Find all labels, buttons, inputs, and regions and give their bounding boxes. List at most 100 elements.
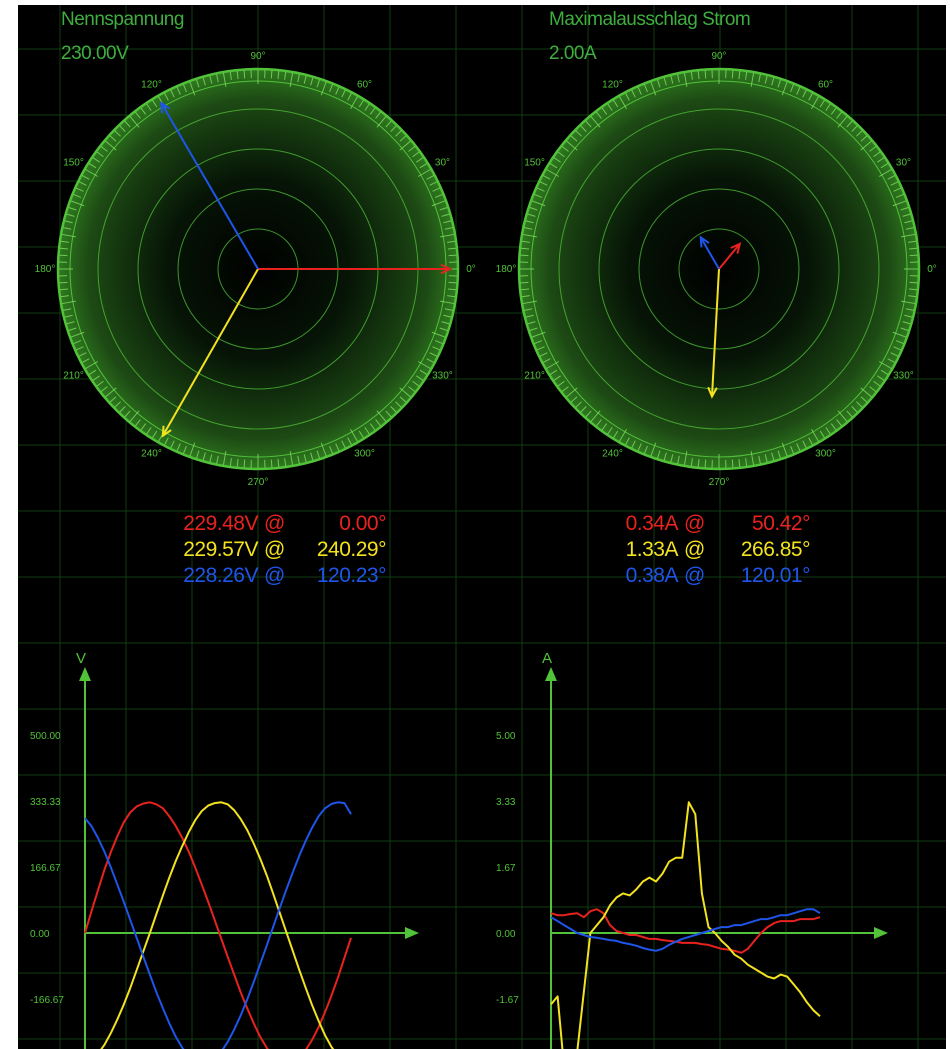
voltage-l1-angle: 0.00° <box>339 512 386 535</box>
dial-tick <box>135 111 141 119</box>
dial-tick <box>521 247 530 250</box>
y-axis-unit-label: V <box>76 650 86 667</box>
dial-tick <box>546 169 560 177</box>
dial-tick <box>537 187 545 192</box>
dial-tick <box>900 327 909 331</box>
dial-tick <box>82 175 90 180</box>
voltage-readout: 229.48V @ 0.00° 229.57V @ 240.29° 228.26… <box>138 511 418 589</box>
dial-tick <box>677 455 680 464</box>
dial-tick <box>229 71 232 80</box>
dial-tick <box>909 281 918 284</box>
dial-tick <box>522 233 537 238</box>
dial-tick <box>704 70 707 79</box>
dial-tick <box>643 84 648 93</box>
dial-tick <box>395 130 402 137</box>
dial-tick <box>64 314 73 318</box>
dial-tick <box>140 423 147 431</box>
current-readout-l2: 1.33A @ 266.85° <box>578 537 858 563</box>
dial-tick <box>802 440 807 449</box>
dial-angle-label: 210° <box>524 371 545 382</box>
dial-tick <box>643 445 648 454</box>
dial-tick <box>109 135 117 142</box>
dial-tick <box>152 99 158 108</box>
dial-tick <box>790 445 795 454</box>
dial-tick <box>416 157 424 163</box>
y-tick-label: 0.00 <box>30 929 50 940</box>
dial-angle-label: 270° <box>709 477 730 488</box>
dial-angle-label: 180° <box>35 264 56 275</box>
dial-tick <box>376 410 387 422</box>
phasor-voltage-title: Nennspannung <box>61 9 184 30</box>
dial-tick <box>637 443 642 451</box>
dial-angle-label: 30° <box>896 158 911 169</box>
y-tick-label: 500.00 <box>30 731 61 742</box>
dial-tick <box>877 157 885 163</box>
dial-tick <box>880 369 889 375</box>
y-tick-label: 333.33 <box>30 797 61 808</box>
dial-tick <box>129 410 140 422</box>
dial-tick <box>539 352 548 357</box>
dial-tick <box>895 340 904 345</box>
dial-tick <box>529 207 538 211</box>
dial-tick <box>429 352 438 357</box>
dial-angle-label: 150° <box>63 158 84 169</box>
dial-tick <box>439 207 448 211</box>
dial-tick <box>78 181 87 186</box>
voltage-l2-angle: 240.29° <box>316 538 387 561</box>
dial-tick <box>856 130 863 137</box>
dial-tick <box>663 452 667 461</box>
current-l3-magnitude: 0.38A <box>625 564 679 587</box>
dial-tick <box>140 107 147 115</box>
dial-tick <box>124 410 131 418</box>
y-axis-arrow <box>545 667 557 681</box>
dial-tick <box>887 358 895 363</box>
dial-tick <box>745 71 748 80</box>
dial-tick <box>904 220 913 224</box>
dial-tick <box>851 406 858 413</box>
dial-tick <box>524 227 533 230</box>
dial-tick <box>878 361 892 369</box>
dial-tick <box>873 380 881 387</box>
dial-tick <box>358 99 364 108</box>
dial-tick <box>432 346 440 351</box>
phasor-current-nominal: 2.00A <box>549 43 597 64</box>
dial-tick <box>417 361 431 369</box>
dial-tick <box>613 430 619 439</box>
dial-tick <box>408 146 416 152</box>
dial-tick <box>341 89 346 98</box>
dial-tick <box>448 254 457 257</box>
dial-tick <box>846 410 853 418</box>
dial-tick <box>738 458 741 467</box>
dial-tick <box>677 74 680 83</box>
dial-tick <box>60 288 69 291</box>
y-tick-label: -166.67 <box>30 995 64 1006</box>
dial-tick <box>375 419 381 427</box>
dial-angle-label: 210° <box>63 371 84 382</box>
dial-tick <box>869 146 877 152</box>
dial-tick <box>341 440 346 449</box>
dial-tick <box>316 79 320 88</box>
current-l2-at: @ <box>684 538 705 561</box>
phasor-vector-l3-head <box>160 101 171 114</box>
dial-tick <box>596 111 602 119</box>
dial-tick <box>303 454 307 463</box>
dial-angle-label: 90° <box>711 51 726 62</box>
phasor-vector-l1-head <box>730 242 742 254</box>
voltage-readout-l1: 229.48V @ 0.00° <box>138 511 418 537</box>
dial-tick <box>585 410 592 418</box>
current-l3-angle: 120.01° <box>740 564 811 587</box>
dial-tick <box>76 346 84 351</box>
dial-tick <box>369 107 376 115</box>
dial-tick <box>893 187 901 192</box>
dial-tick <box>390 406 397 413</box>
dial-tick <box>202 452 206 461</box>
dial-tick <box>846 120 853 128</box>
dial-tick <box>176 443 181 451</box>
dial-tick <box>631 89 636 98</box>
dial-tick <box>771 77 775 86</box>
dial-tick <box>529 327 538 331</box>
dial-tick <box>590 410 601 422</box>
voltage-l2-magnitude: 229.57V <box>183 538 258 561</box>
y-axis-unit-label: A <box>542 650 552 667</box>
dial-tick <box>385 410 392 418</box>
